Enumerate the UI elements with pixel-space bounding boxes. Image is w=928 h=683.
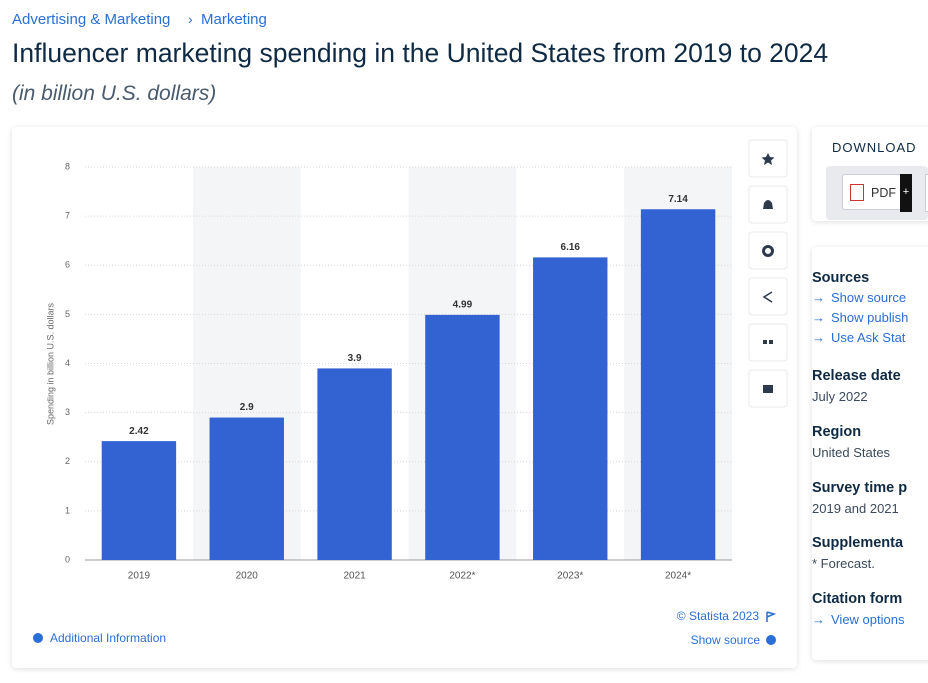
copyright[interactable]: © Statista 2023 — [677, 609, 760, 623]
download-heading: DOWNLOAD — [832, 140, 917, 155]
bar — [101, 441, 177, 560]
detail-link[interactable]: View options — [812, 612, 928, 627]
breadcrumb-separator: › — [188, 11, 193, 27]
supplementary-section: Supplementa * Forecast. — [812, 535, 928, 571]
y-tick-label: 6 — [65, 260, 70, 270]
cite-button[interactable] — [748, 323, 788, 362]
share-icon — [762, 291, 773, 303]
breadcrumb-link[interactable]: Marketing — [201, 11, 267, 28]
page-title: Influencer marketing spending in the Uni… — [12, 38, 829, 68]
bar — [640, 209, 716, 560]
info-icon — [766, 635, 776, 645]
section-heading: Region — [812, 424, 862, 440]
value-label: 2.42 — [129, 426, 149, 437]
detail-link[interactable]: Use Ask Stat — [812, 330, 928, 345]
section-heading: Citation form — [812, 591, 903, 607]
y-tick-label: 1 — [65, 505, 70, 515]
y-tick-label: 0 — [65, 554, 70, 564]
quote-icon — [769, 340, 773, 344]
print-icon — [763, 385, 773, 393]
show-source-link[interactable]: Show source — [691, 633, 761, 647]
region-section: Region United States — [812, 424, 928, 460]
info-icon — [33, 633, 43, 643]
y-tick-label: 7 — [65, 211, 70, 221]
gear-icon — [762, 245, 774, 257]
value-label: 7.14 — [668, 194, 688, 205]
additional-info-link[interactable]: Additional Information — [50, 631, 166, 645]
section-heading: Survey time p — [812, 480, 908, 496]
value-label: 2.9 — [240, 402, 254, 413]
survey-section: Survey time p 2019 and 2021 — [812, 480, 928, 516]
x-tick-label: 2022* — [449, 571, 475, 582]
y-axis-title: Spending in billion U.S. dollars — [45, 302, 55, 425]
section-text: United States — [812, 445, 891, 460]
next-button[interactable] — [925, 174, 928, 212]
y-tick-label: 5 — [65, 309, 70, 319]
y-tick-label: 2 — [65, 456, 70, 466]
pdf-plus[interactable]: + — [900, 174, 912, 212]
bar — [425, 314, 500, 560]
pdf-icon — [850, 184, 864, 201]
section-heading: Sources — [812, 270, 870, 286]
bar — [209, 417, 284, 560]
bar — [533, 257, 608, 560]
y-tick-label: 8 — [65, 161, 70, 171]
release-section: Release date July 2022 — [812, 368, 928, 404]
x-tick-label: 2023* — [557, 571, 583, 582]
value-label: 4.99 — [453, 300, 473, 311]
star-icon — [761, 153, 775, 165]
flag-icon — [766, 611, 777, 622]
page-subtitle: (in billion U.S. dollars) — [12, 82, 217, 105]
section-text: * Forecast. — [812, 556, 875, 571]
y-tick-label: 3 — [65, 407, 70, 417]
section-text: July 2022 — [812, 389, 868, 404]
toolbar — [748, 139, 788, 408]
value-label: 6.16 — [561, 242, 581, 253]
settings-button[interactable] — [748, 231, 788, 270]
x-tick-label: 2024* — [665, 571, 691, 582]
section-text: 2019 and 2021 — [812, 501, 899, 516]
section-heading: Supplementa — [812, 535, 904, 551]
y-tick-label: 4 — [65, 358, 70, 368]
x-tick-label: 2020 — [236, 571, 259, 582]
share-button[interactable] — [748, 277, 788, 316]
value-label: 3.9 — [348, 353, 362, 364]
detail-link[interactable]: Show publish — [812, 310, 928, 325]
x-tick-label: 2019 — [128, 571, 151, 582]
bell-icon — [763, 200, 773, 209]
citation-section: Citation form View options — [812, 591, 928, 627]
bar — [317, 368, 392, 560]
quote-icon — [763, 340, 767, 344]
detail-link[interactable]: Show source — [812, 290, 928, 305]
x-tick-label: 2021 — [343, 571, 366, 582]
breadcrumb-link[interactable]: Advertising & Marketing — [12, 11, 171, 28]
sources-section: Sources Show source Show publish Use Ask… — [812, 270, 928, 345]
section-heading: Release date — [812, 368, 901, 384]
